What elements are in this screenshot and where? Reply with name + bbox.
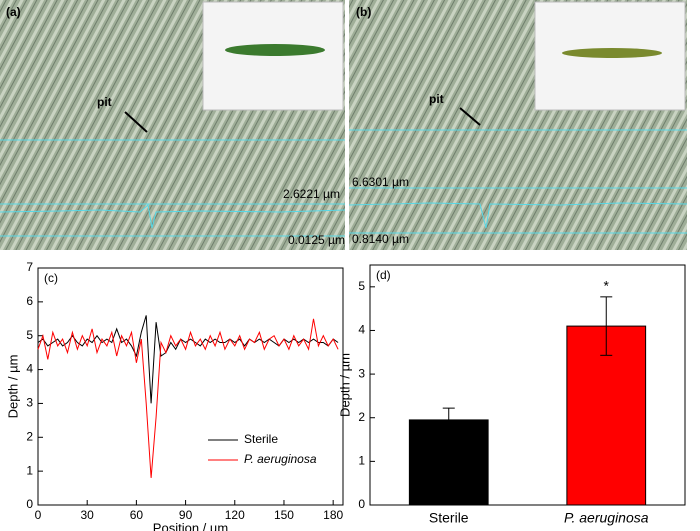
x-tick-label: 0: [35, 508, 42, 522]
x-tick-label: 30: [81, 508, 95, 522]
image-b: (b) pit 6.6301 µm 0.8140 µm: [348, 0, 688, 250]
legend-label: Sterile: [244, 432, 278, 446]
y-tick-label: 2: [26, 429, 33, 443]
y-axis-label: Depth / µm: [5, 355, 20, 419]
y-tick-label: 1: [358, 454, 365, 468]
y-tick-label: 6: [26, 294, 33, 308]
bar: [566, 325, 647, 506]
image-a: (a) pit 2.6221 µm 0.0125 µm: [0, 0, 346, 250]
y-tick-label: 4: [26, 362, 33, 376]
y-tick-label: 0: [358, 497, 365, 511]
line-series: [37, 318, 339, 478]
x-tick-label: 120: [225, 508, 245, 522]
y-tick-label: 0: [26, 497, 33, 511]
panel-label: (b): [356, 5, 371, 19]
profile: [0, 204, 346, 229]
arrow: [124, 111, 148, 133]
y-tick-label: 4: [358, 323, 365, 337]
legend-label: P. aeruginosa: [244, 452, 317, 466]
y-tick-label: 3: [26, 396, 33, 410]
plot-frame: [37, 267, 344, 506]
y-tick-label: 5: [26, 328, 33, 342]
plot-frame: [369, 264, 686, 506]
annotation: *: [604, 278, 610, 294]
inset-surface: [225, 44, 325, 56]
x-axis-label: Position / µm: [153, 520, 228, 531]
x-tick-label: 180: [323, 508, 343, 522]
panel-label: (a): [6, 5, 21, 19]
x-tick-label: 60: [130, 508, 144, 522]
lower-label: 0.8140 µm: [352, 232, 409, 246]
y-tick-label: 7: [26, 260, 33, 274]
y-tick-label: 2: [358, 410, 365, 424]
upper-label: 2.6221 µm: [283, 187, 340, 201]
bar: [408, 419, 489, 506]
profile: [348, 202, 688, 229]
y-tick-label: 1: [26, 463, 33, 477]
x-tick-label: 90: [179, 508, 193, 522]
inset: [202, 1, 344, 111]
y-tick-label: 3: [358, 366, 365, 380]
line-series: [37, 315, 339, 404]
pit-label: pit: [97, 95, 112, 109]
x-tick-label: 150: [274, 508, 294, 522]
panel-label: (c): [44, 271, 58, 285]
y-axis-label: Depth / µm: [337, 353, 352, 417]
arrow: [459, 107, 481, 126]
upper-label: 6.6301 µm: [352, 175, 409, 189]
inset-surface: [562, 48, 662, 58]
panel-label: (d): [376, 268, 391, 282]
pit-label: pit: [429, 92, 444, 106]
y-tick-label: 5: [358, 279, 365, 293]
x-tick-label: Sterile: [429, 510, 469, 526]
lower-label: 0.0125 µm: [288, 233, 345, 247]
x-tick-label: P. aeruginosa: [564, 510, 649, 526]
